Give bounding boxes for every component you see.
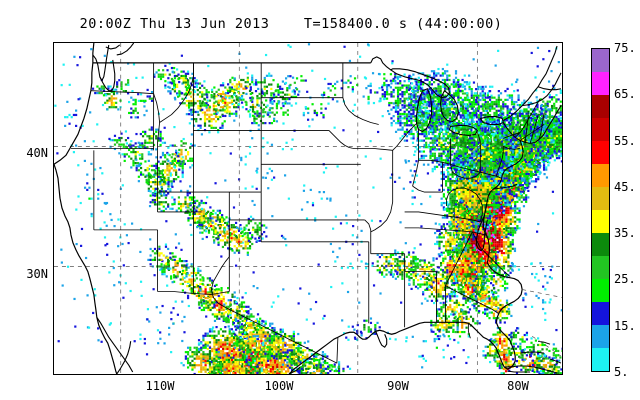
colorbar-label-45: 45.	[614, 180, 636, 194]
colorbar-band-45-50	[592, 187, 609, 210]
colorbar-band-70-75	[592, 72, 609, 95]
xtick-100w: 100W	[264, 379, 294, 393]
colorbar-band-20-25	[592, 302, 609, 325]
map-plot-area	[53, 42, 563, 375]
xtick-80w: 80W	[507, 379, 529, 393]
colorbar-label-15: 15.	[614, 319, 636, 333]
geographic-boundaries	[54, 43, 562, 374]
colorbar-band-15-20	[592, 325, 609, 348]
colorbar-label-75: 75.	[614, 41, 636, 55]
colorbar-label-55: 55.	[614, 134, 636, 148]
xtick-110w: 110W	[145, 379, 175, 393]
colorbar-band-40-45	[592, 210, 609, 233]
ytick-40n: 40N	[26, 146, 48, 160]
colorbar-label-35: 35.	[614, 226, 636, 240]
colorbar-label-5: 5.	[614, 365, 629, 379]
reflectivity-map-canvas	[54, 43, 562, 374]
colorbar-band-35-40	[592, 233, 609, 256]
colorbar-band-30-35	[592, 256, 609, 279]
colorbar-band-50-55	[592, 164, 609, 187]
colorbar-band-75-80	[592, 49, 609, 72]
colorbar-band-55-60	[592, 141, 609, 164]
colorbar-label-65: 65.	[614, 87, 636, 101]
reflectivity-colorbar	[591, 48, 610, 372]
colorbar-band-25-30	[592, 279, 609, 302]
ytick-30n: 30N	[26, 267, 48, 281]
reflectivity-field	[54, 43, 562, 374]
xtick-90w: 90W	[387, 379, 409, 393]
colorbar-band-65-70	[592, 95, 609, 118]
colorbar-band-60-65	[592, 118, 609, 141]
colorbar-band-10-15	[592, 348, 609, 371]
colorbar-label-25: 25.	[614, 272, 636, 286]
latlon-graticule	[54, 43, 562, 374]
page-title: 20:00Z Thu 13 Jun 2013 T=158400.0 s (44:…	[79, 16, 503, 32]
